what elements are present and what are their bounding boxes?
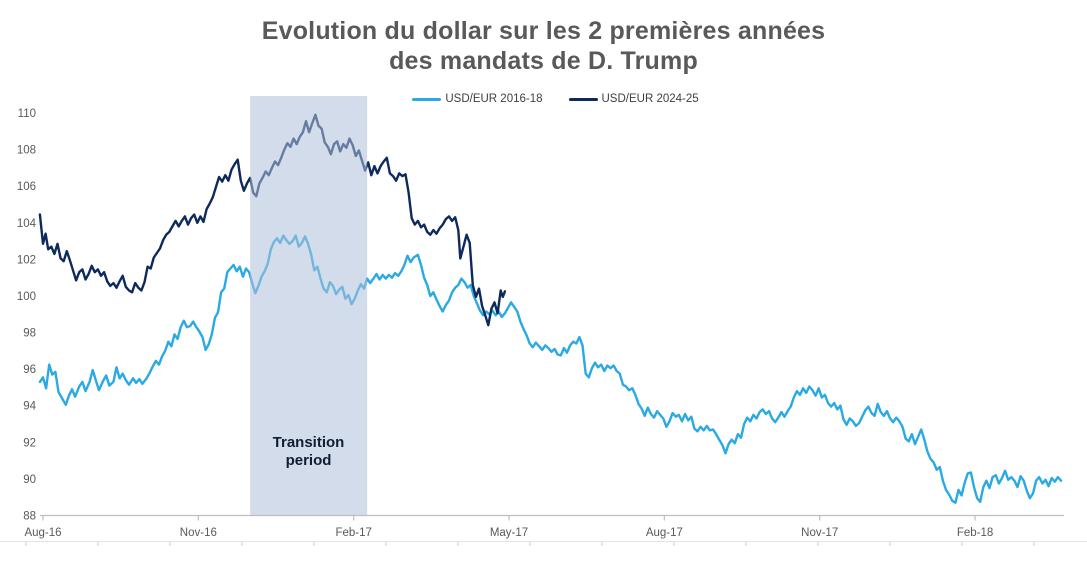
y-tick-label: 90 xyxy=(23,474,36,486)
chart-title: Evolution du dollar sur les 2 premières … xyxy=(0,16,1087,76)
y-tick-label: 110 xyxy=(18,108,36,120)
x-tick-label: Aug-16 xyxy=(24,527,61,539)
legend-item-2024-25: USD/EUR 2024-25 xyxy=(568,93,699,105)
y-tick-label: 106 xyxy=(17,181,36,193)
transition-band xyxy=(250,96,368,516)
y-tick-label: 94 xyxy=(23,401,36,413)
series-line-2016-18 xyxy=(38,234,1063,504)
y-tick-label: 88 xyxy=(23,511,36,523)
chart-title-line1: Evolution du dollar sur les 2 premières … xyxy=(261,17,826,45)
x-tick-label: Aug-17 xyxy=(646,527,683,539)
y-tick-label: 104 xyxy=(17,218,37,230)
bottom-ruler xyxy=(0,541,1087,546)
legend-item-2016-18: USD/EUR 2016-18 xyxy=(412,93,543,105)
y-tick-label: 108 xyxy=(17,145,36,157)
y-tick-label: 100 xyxy=(17,291,36,303)
y-tick-label: 102 xyxy=(17,254,36,266)
legend: USD/EUR 2016-18 USD/EUR 2024-25 xyxy=(12,93,1087,105)
legend-swatch-2016-18-icon xyxy=(412,97,442,101)
x-tick-label: Feb-18 xyxy=(957,527,993,539)
y-axis-labels: 88 90 92 94 96 98 100 102 104 106 108 110 xyxy=(17,108,37,523)
x-tick-label: Feb-17 xyxy=(335,527,371,539)
x-tick-label: May-17 xyxy=(490,527,528,539)
chart-title-line2: des mandats de D. Trump xyxy=(389,47,698,75)
x-tick-label: Nov-16 xyxy=(180,527,217,539)
y-tick-label: 92 xyxy=(23,437,36,449)
x-axis: Aug-16 Nov-16 Feb-17 May-17 Aug-17 Nov-17 Feb-… xyxy=(24,514,1064,539)
legend-swatch-2024-25-icon xyxy=(568,97,598,101)
transition-period-label: Transition period xyxy=(272,434,345,469)
y-tick-label: 96 xyxy=(23,364,36,376)
legend-label-2016-18: USD/EUR 2016-18 xyxy=(445,93,543,105)
x-tick-label: Nov-17 xyxy=(801,527,838,539)
legend-label-2024-25: USD/EUR 2024-25 xyxy=(601,93,699,105)
y-tick-label: 98 xyxy=(23,328,36,340)
